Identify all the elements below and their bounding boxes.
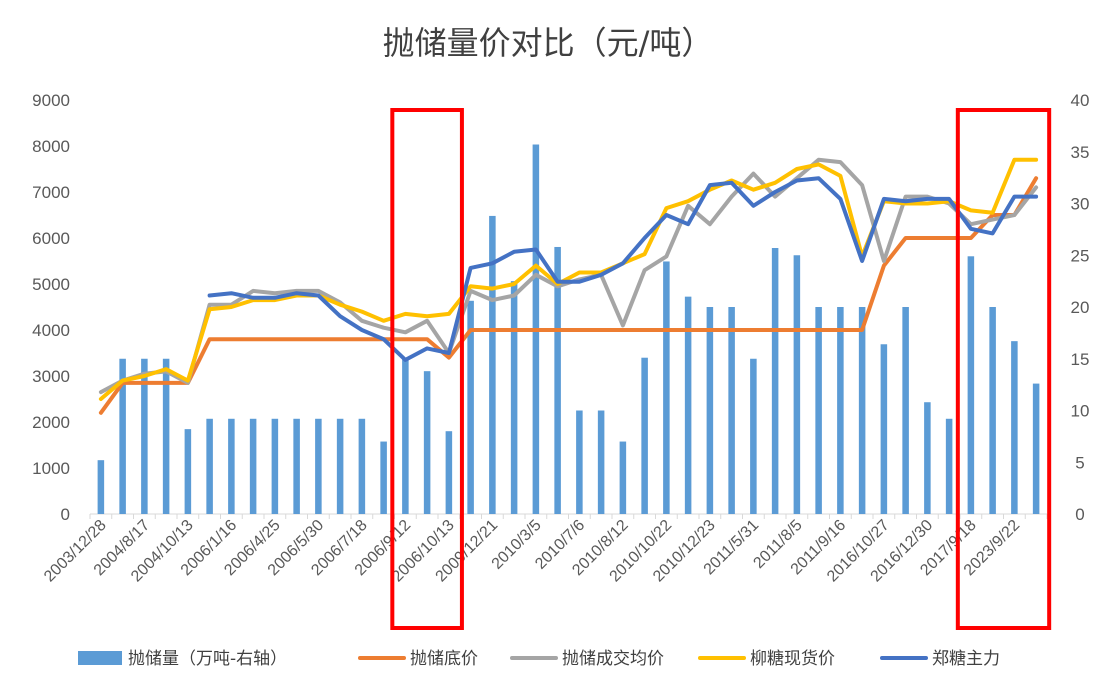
bar (445, 431, 453, 514)
legend-label: 抛储底价 (410, 649, 478, 669)
y-left-tick-label: 2000 (32, 413, 70, 432)
y-left-tick-label: 4000 (32, 321, 70, 340)
y-left-tick-label: 0 (61, 505, 70, 524)
bar (336, 418, 344, 514)
highlight-box (390, 108, 464, 630)
y-right-tick-label: 40 (1071, 91, 1090, 110)
bar (489, 215, 496, 515)
series-line (98, 176, 1039, 415)
bar (597, 410, 605, 514)
bar (402, 358, 409, 514)
bar (206, 418, 213, 514)
bar (1011, 341, 1018, 514)
bar (728, 307, 735, 514)
series-line (207, 176, 1039, 362)
bar (771, 248, 779, 514)
bar (554, 246, 561, 514)
bar (510, 281, 518, 514)
y-left-tick-label: 9000 (32, 91, 70, 110)
bar (576, 410, 583, 514)
bar (119, 358, 126, 514)
legend-label: 郑糖主力 (932, 649, 1000, 669)
bar-series (97, 144, 1040, 515)
series-line (98, 157, 1039, 401)
bar (380, 441, 387, 514)
chart-title: 抛储量价对比（元/吨） (383, 24, 714, 62)
y-left-tick-label: 1000 (32, 459, 70, 478)
bar (358, 418, 366, 514)
bar (162, 358, 170, 514)
bar (815, 307, 822, 514)
bar (967, 256, 975, 514)
bar (924, 402, 931, 514)
y-right-tick-label: 5 (1075, 453, 1084, 472)
bar (97, 460, 105, 514)
y-right-tick-label: 0 (1075, 505, 1084, 524)
bar (293, 418, 300, 514)
bar (619, 441, 627, 514)
y-left-tick-label: 5000 (32, 275, 70, 294)
legend-label: 抛储成交均价 (562, 649, 664, 669)
bar (706, 307, 714, 514)
bar (989, 307, 996, 514)
bar (1032, 383, 1040, 514)
bar (858, 307, 866, 514)
line-series (98, 157, 1039, 415)
legend-swatch (78, 651, 122, 665)
bar (880, 344, 888, 514)
y-left-tick-label: 6000 (32, 229, 70, 248)
bar (467, 300, 474, 514)
bar (249, 418, 257, 514)
y-right-tick-label: 35 (1071, 143, 1090, 162)
highlight-box (955, 108, 1052, 630)
bar (663, 261, 670, 514)
legend-label: 柳糖现货价 (750, 649, 835, 669)
bar (902, 307, 909, 514)
bar (641, 357, 648, 514)
bar (684, 296, 692, 514)
y-right-tick-label: 10 (1071, 402, 1090, 421)
y-right-tick-label: 30 (1071, 195, 1090, 214)
y-left-tick-label: 3000 (32, 367, 70, 386)
bar (315, 418, 322, 514)
bar (750, 358, 757, 514)
bar (141, 358, 148, 514)
bar (837, 307, 844, 514)
legend-label: 抛储量（万吨-右轴） (128, 649, 287, 669)
y-left-tick-label: 8000 (32, 137, 70, 156)
highlight-boxes (390, 108, 1052, 630)
bar (184, 429, 192, 514)
legend: 抛储量（万吨-右轴） 抛储底价 抛储成交均价 柳糖现货价 郑糖主力 (78, 649, 1000, 669)
bar (793, 255, 801, 514)
bar (271, 418, 279, 514)
bar (945, 418, 953, 514)
y-right-tick-label: 25 (1071, 246, 1090, 265)
y-right-tick-label: 20 (1071, 298, 1090, 317)
series-line (98, 157, 1039, 395)
y-left-tick-label: 7000 (32, 183, 70, 202)
bar (423, 371, 431, 514)
bar (228, 418, 235, 514)
y-right-tick-label: 15 (1071, 350, 1090, 369)
